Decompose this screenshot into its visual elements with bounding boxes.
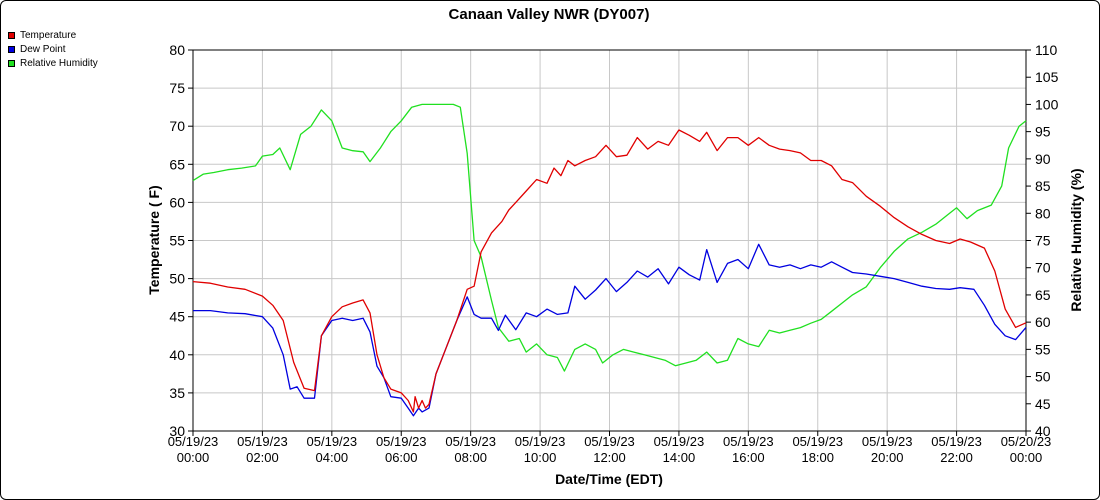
legend-label-dew-point: Dew Point xyxy=(20,43,66,55)
x-tick-label-date: 05/19/23 xyxy=(654,434,705,449)
x-tick-label-time: 04:00 xyxy=(316,450,349,465)
y-left-tick-label: 60 xyxy=(169,194,185,210)
y-axis-right-label: Relative Humidity (%) xyxy=(1068,168,1084,311)
x-tick-label-time: 08:00 xyxy=(454,450,487,465)
y-right-tick-label: 75 xyxy=(1035,233,1051,249)
plot-border xyxy=(192,49,1027,432)
y-right-tick-label: 90 xyxy=(1035,151,1051,167)
legend-item-relative-humidity: Relative Humidity xyxy=(8,56,98,70)
x-tick-label-date: 05/19/23 xyxy=(931,434,982,449)
y-left-tick-label: 75 xyxy=(169,80,185,96)
x-tick-label-date: 05/19/23 xyxy=(307,434,358,449)
y-left-tick-label: 65 xyxy=(169,156,185,172)
y-right-tick-label: 80 xyxy=(1035,205,1051,221)
x-tick-label-time: 02:00 xyxy=(246,450,279,465)
grid-lines xyxy=(192,49,1027,432)
y-right-tick-label: 50 xyxy=(1035,369,1051,385)
x-tick-label-date: 05/19/23 xyxy=(723,434,774,449)
x-tick-label-date: 05/20/23 xyxy=(1001,434,1052,449)
x-tick-label-time: 10:00 xyxy=(524,450,557,465)
y-left-tick-label: 45 xyxy=(169,309,185,325)
x-tick-label-time: 06:00 xyxy=(385,450,418,465)
legend-item-dew-point: Dew Point xyxy=(8,42,98,56)
chart-legend: Temperature Dew Point Relative Humidity xyxy=(8,28,98,70)
x-axis-label: Date/Time (EDT) xyxy=(555,471,663,487)
y-left-tick-label: 70 xyxy=(169,118,185,134)
y-right-tick-label: 45 xyxy=(1035,396,1051,412)
y-right-tick-label: 110 xyxy=(1035,42,1058,58)
axes: 30 35 40 45 50 55 60 65 70 75 80 40 45 50 55 60 65 70 75 80… xyxy=(168,42,1059,465)
x-tick-label-date: 05/19/23 xyxy=(376,434,427,449)
legend-label-relative-humidity: Relative Humidity xyxy=(20,57,98,69)
x-tick-label-time: 14:00 xyxy=(663,450,696,465)
x-tick-label-time: 16:00 xyxy=(732,450,765,465)
legend-swatch-temperature xyxy=(8,31,15,39)
legend-swatch-relative-humidity xyxy=(8,59,15,67)
x-tick-label-time: 00:00 xyxy=(177,450,210,465)
y-left-tick-label: 50 xyxy=(169,271,185,287)
series-line-dew-point xyxy=(193,243,1027,417)
series-line-temperature xyxy=(192,129,1027,413)
y-left-tick-label: 30 xyxy=(169,423,185,439)
series-lines xyxy=(192,103,1027,417)
y-right-tick-label: 70 xyxy=(1035,260,1051,276)
x-tick-label-date: 05/19/23 xyxy=(445,434,496,449)
x-tick-label-time: 20:00 xyxy=(871,450,904,465)
x-tick-label-date: 05/19/23 xyxy=(237,434,288,449)
chart-title: Canaan Valley NWR (DY007) xyxy=(449,6,650,23)
y-right-tick-label: 40 xyxy=(1035,423,1051,439)
x-tick-label-time: 18:00 xyxy=(801,450,834,465)
x-tick-label-date: 05/19/23 xyxy=(515,434,566,449)
y-right-tick-label: 85 xyxy=(1035,178,1051,194)
y-right-tick-label: 105 xyxy=(1035,69,1059,85)
y-axis-left-label: Temperature ( F) xyxy=(146,185,162,294)
x-tick-label-date: 05/19/23 xyxy=(862,434,913,449)
x-tick-label-time: 12:00 xyxy=(593,450,626,465)
y-left-tick-label: 40 xyxy=(169,347,185,363)
x-tick-label-date: 05/19/23 xyxy=(792,434,843,449)
x-tick-label-date: 05/19/23 xyxy=(584,434,635,449)
y-right-tick-label: 55 xyxy=(1035,341,1051,357)
x-tick-label-time: 22:00 xyxy=(940,450,973,465)
y-left-tick-label: 35 xyxy=(169,385,185,401)
y-right-tick-label: 65 xyxy=(1035,287,1051,303)
x-tick-label-date: 05/19/23 xyxy=(168,434,219,449)
legend-swatch-dew-point xyxy=(8,45,15,53)
x-tick-label-time: 00:00 xyxy=(1010,450,1043,465)
series-line-relative-humidity xyxy=(192,103,1027,372)
y-left-tick-label: 80 xyxy=(169,42,185,58)
legend-item-temperature: Temperature xyxy=(8,28,98,42)
y-right-tick-label: 95 xyxy=(1035,124,1051,140)
legend-label-temperature: Temperature xyxy=(20,29,77,41)
y-right-tick-label: 60 xyxy=(1035,314,1051,330)
y-left-tick-label: 55 xyxy=(169,233,185,249)
y-right-tick-label: 100 xyxy=(1035,96,1059,112)
